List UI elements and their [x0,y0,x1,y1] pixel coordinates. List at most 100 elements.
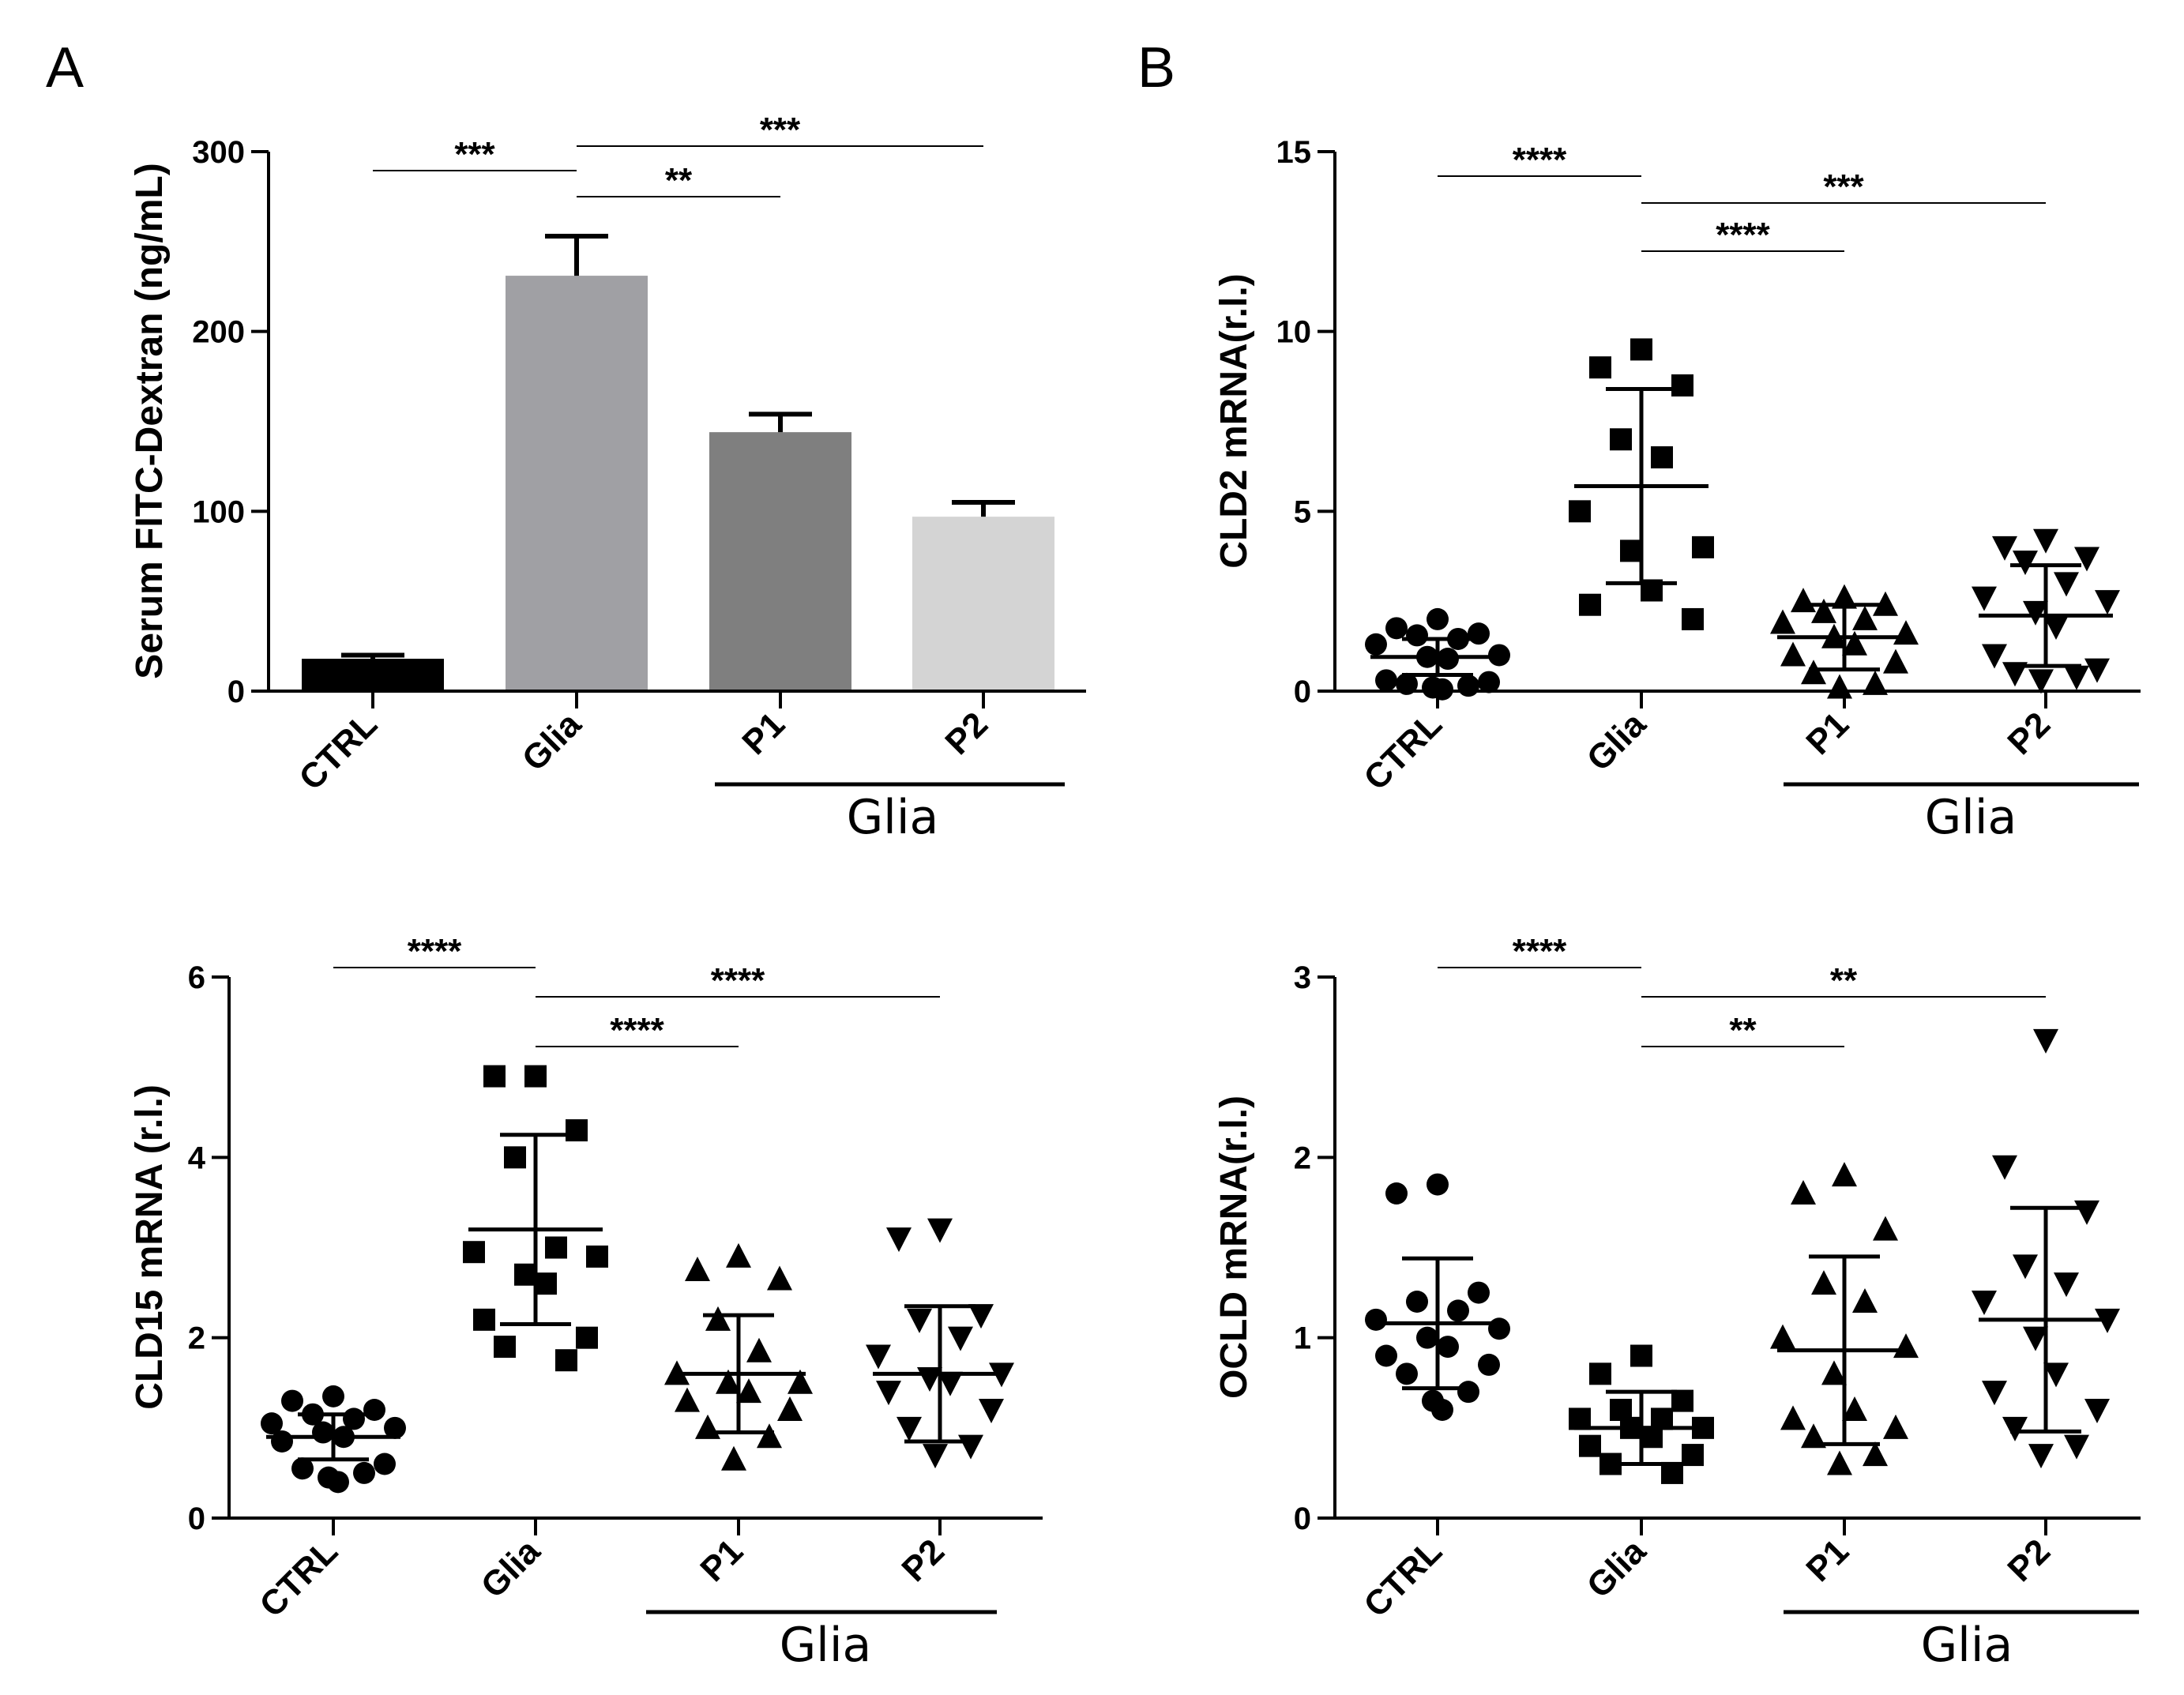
significance-label: *** [760,111,801,149]
data-point [1589,1362,1611,1385]
panel-letter-a: A [46,36,84,100]
group-label: Glia [847,790,939,845]
data-point [1682,607,1704,630]
data-point [1457,1381,1479,1404]
significance-label: **** [1513,932,1567,971]
x-category-label: CTRL [291,705,385,798]
y-tick-label: 1 [1294,1321,1311,1356]
data-point [1396,672,1418,695]
data-point [1610,428,1632,451]
data-point [726,1242,751,1268]
data-point [1427,1173,1449,1196]
data-point [1385,1182,1408,1205]
data-point [1406,1291,1428,1313]
x-category-label: P2 [2000,705,2058,762]
data-point [1620,539,1642,562]
group-label: Glia [1921,1618,2013,1673]
x-category-label: P2 [2000,1532,2058,1589]
y-axis-label: CLD2 mRNA(r.l.) [1213,273,1255,568]
data-point [1468,1281,1490,1304]
data-point [1630,1344,1652,1367]
group-label: Glia [780,1618,872,1673]
y-tick-label: 15 [1276,135,1312,170]
data-point [281,1389,303,1412]
data-point [1589,356,1611,379]
data-point [483,1065,506,1088]
data-point [566,1119,588,1142]
data-point [1478,1353,1500,1376]
data-point [1396,1362,1418,1385]
data-point [1982,644,2007,669]
x-category-label: CTRL [1356,705,1449,798]
data-point [1457,675,1479,697]
data-point [2033,1028,2058,1054]
data-point [1972,586,1997,611]
data-point [514,1263,536,1286]
data-point [2054,572,2079,597]
data-point [1385,617,1408,640]
panel-letter-b: B [1137,36,1175,100]
data-point [938,1371,963,1396]
y-tick-label: 0 [1294,1501,1311,1536]
data-point [1801,660,1826,685]
data-point [736,1378,761,1404]
data-point [327,1471,349,1494]
data-point [2002,662,2028,687]
y-tick-label: 2 [1294,1141,1311,1175]
data-point [1821,1360,1847,1385]
data-point [353,1461,375,1484]
data-point [958,1434,983,1460]
significance-label: **** [408,932,462,971]
data-point [504,1146,526,1169]
data-point [1883,1414,1908,1439]
y-tick-label: 100 [192,494,245,529]
x-category-label: CTRL [252,1532,345,1625]
data-point [1478,671,1500,693]
data-point [1447,1299,1469,1322]
data-point [2002,1416,2028,1441]
y-tick-label: 0 [227,675,245,709]
data-point [524,1065,547,1088]
y-tick-label: 200 [192,315,245,350]
data-point [1416,1326,1438,1349]
data-point [1791,588,1816,613]
data-point [2013,551,2038,576]
data-point [1842,1396,1867,1421]
data-point [1811,1270,1836,1295]
x-category-label: P1 [735,705,792,762]
data-point [555,1349,577,1372]
x-category-label: Glia [1580,705,1654,779]
data-point [1827,674,1852,699]
data-point [2064,665,2089,690]
y-axis-label: OCLD mRNA(r.l.) [1213,1096,1255,1399]
data-point [312,1421,334,1444]
data-point [473,1308,495,1331]
x-category-label: Glia [515,705,589,779]
data-point [2023,1326,2048,1351]
data-point [757,1423,782,1449]
data-point [1852,1288,1878,1313]
y-tick-label: 2 [188,1321,205,1356]
data-point [1437,1336,1459,1359]
y-tick-label: 10 [1276,315,1312,350]
data-point [1431,678,1453,701]
y-tick-label: 4 [188,1141,206,1175]
data-point [291,1457,314,1480]
x-category-label: P1 [693,1532,750,1589]
x-category-label: CTRL [1356,1532,1449,1625]
data-point [1770,609,1795,634]
data-point [948,1326,973,1351]
data-point [897,1416,922,1441]
data-point [374,1453,396,1475]
data-point [979,1399,1004,1423]
data-point [2023,600,2048,626]
data-point [1982,1381,2007,1406]
data-point [271,1430,293,1453]
data-point [968,1304,994,1329]
data-point [1375,669,1397,692]
bar [302,659,444,691]
significance-label: ** [665,161,693,200]
data-point [384,1416,406,1439]
data-point [695,1414,720,1439]
data-point [685,1257,710,1282]
